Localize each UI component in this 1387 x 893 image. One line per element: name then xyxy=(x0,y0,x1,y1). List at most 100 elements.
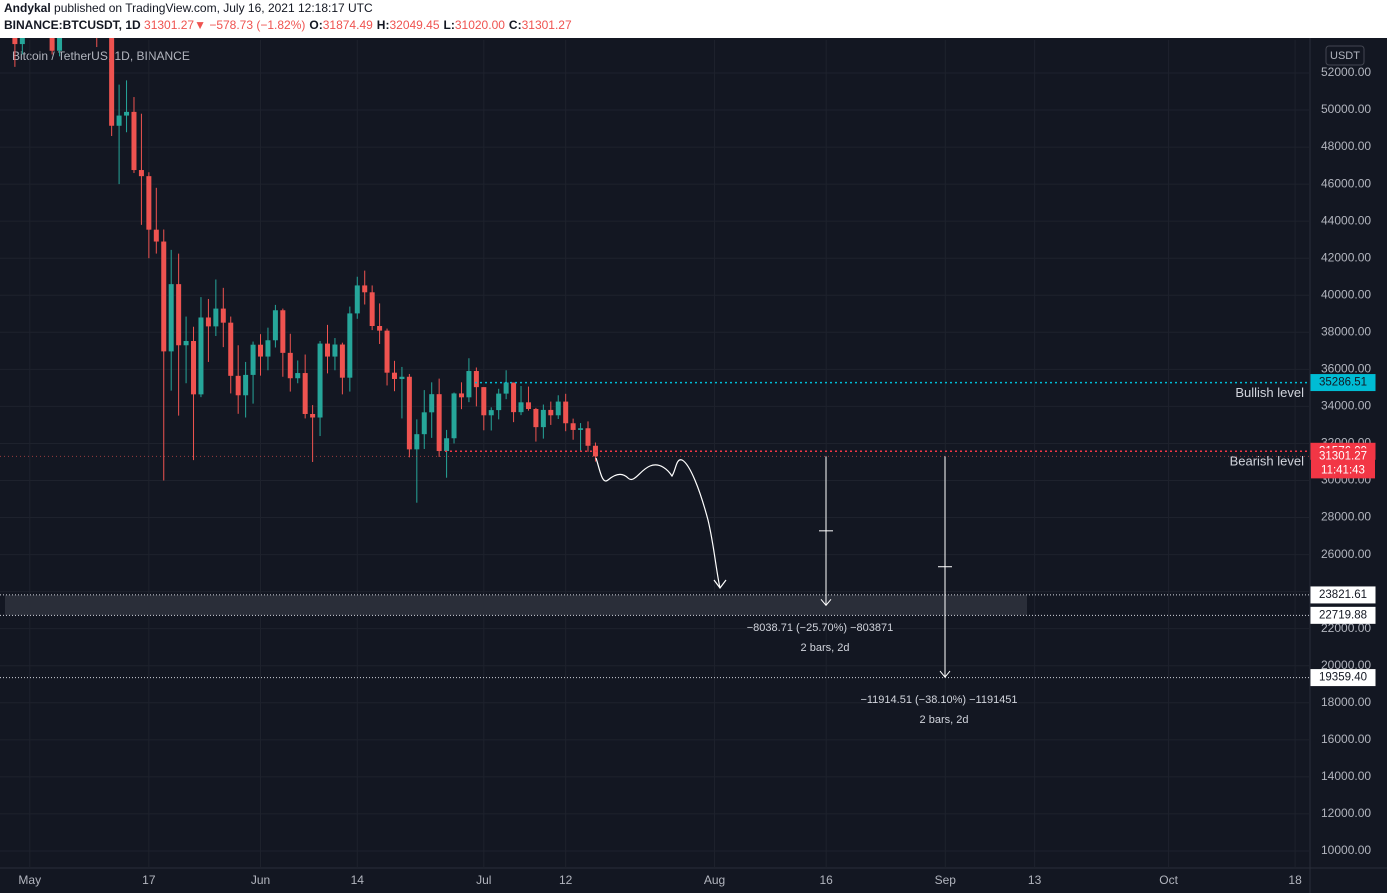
candle-body xyxy=(347,313,353,378)
candle-body xyxy=(481,387,487,416)
x-tick-label: Sep xyxy=(935,873,957,887)
measure-label: −11914.51 (−38.10%) −1191451 xyxy=(860,694,1017,706)
candle-body xyxy=(503,382,509,394)
candle-body xyxy=(280,310,286,353)
countdown: 11:41:43 xyxy=(1321,464,1365,476)
header-bar xyxy=(0,0,1387,38)
candle-body xyxy=(555,401,561,416)
price-tag-label: 35286.51 xyxy=(1319,377,1367,389)
price-tag-label: 19359.40 xyxy=(1319,672,1367,684)
candle-body xyxy=(578,428,584,430)
candle-body xyxy=(205,317,211,327)
candle-body xyxy=(235,375,241,396)
candle-body xyxy=(153,229,159,242)
candle-body xyxy=(124,111,130,116)
candle-body xyxy=(250,344,256,375)
published: published on TradingView.com, July 16, 2… xyxy=(54,1,373,15)
candle-body xyxy=(354,285,360,314)
price-tag xyxy=(1310,374,1376,392)
ohlc-value: 31874.49 xyxy=(323,18,373,32)
candle-body xyxy=(168,284,174,352)
candle-body xyxy=(228,322,234,376)
candle-body xyxy=(421,412,427,435)
candle-body xyxy=(213,308,219,327)
ohlc-value: 31020.00 xyxy=(455,18,505,32)
arrow: ▼ xyxy=(194,18,206,32)
price-tag xyxy=(1310,586,1376,604)
header-line: Andykal published on TradingView.com, Ju… xyxy=(4,1,373,15)
candle-body xyxy=(131,111,137,171)
candle-body xyxy=(406,376,412,450)
x-tick-label: 17 xyxy=(142,873,156,887)
price: 31301.27 xyxy=(144,18,194,32)
candle-body xyxy=(369,292,375,327)
y-tick-label: 34000.00 xyxy=(1321,399,1371,413)
candle-body xyxy=(243,374,249,396)
ohlc-value: 31301.27 xyxy=(522,18,572,32)
candle-body xyxy=(496,393,502,411)
y-tick-label: 44000.00 xyxy=(1321,213,1371,227)
currency-box xyxy=(1325,45,1365,66)
candle-body xyxy=(414,434,420,450)
x-tick-label: 16 xyxy=(820,873,834,887)
candle-body xyxy=(377,326,383,331)
y-tick-label: 10000.00 xyxy=(1321,843,1371,857)
x-tick-label: Oct xyxy=(1159,873,1178,887)
candle-body xyxy=(458,393,464,398)
candle-body xyxy=(436,394,442,452)
x-tick-label: 14 xyxy=(351,873,365,887)
measure-bars: 2 bars, 2d xyxy=(920,714,969,726)
level-name: Bearish level xyxy=(1230,454,1305,469)
candle-body xyxy=(12,38,18,45)
x-tick-label: 12 xyxy=(559,873,573,887)
price-tag xyxy=(1310,606,1376,624)
price-tag xyxy=(1310,669,1376,687)
candle-body xyxy=(332,344,338,357)
candle-body xyxy=(466,371,472,398)
drawn-path xyxy=(595,457,727,589)
x-tick-label: 18 xyxy=(1288,873,1302,887)
currency: USDT xyxy=(1330,50,1360,62)
candle-body xyxy=(176,284,182,346)
candle-body xyxy=(138,170,144,177)
candle-body xyxy=(295,373,301,379)
y-tick-label: 18000.00 xyxy=(1321,695,1371,709)
header-symbol-line: BINANCE:BTCUSDT, 1D 31301.27▼ −578.73 (−… xyxy=(4,18,572,32)
symbol: BINANCE:BTCUSDT, 1D xyxy=(4,18,141,32)
candle-body xyxy=(116,115,122,126)
y-tick-label: 42000.00 xyxy=(1321,250,1371,264)
candle-body xyxy=(302,373,308,414)
candle-body xyxy=(161,241,167,352)
candle-body xyxy=(317,343,323,418)
candle-body xyxy=(511,382,517,413)
candle-body xyxy=(429,394,435,413)
y-tick-label: 12000.00 xyxy=(1321,806,1371,820)
x-tick-label: Jul xyxy=(476,873,491,887)
candle-body xyxy=(339,344,345,378)
candle-body xyxy=(109,38,115,126)
ohlc-value: 32049.45 xyxy=(389,18,439,32)
candle-body xyxy=(525,402,531,409)
change: −578.73 (−1.82%) xyxy=(209,18,305,32)
y-tick-label: 46000.00 xyxy=(1321,176,1371,190)
candle-body xyxy=(444,438,450,452)
candle-body xyxy=(258,344,264,357)
y-tick-label: 38000.00 xyxy=(1321,324,1371,338)
ohlc-label: O: xyxy=(309,18,322,32)
candle-body xyxy=(57,38,63,51)
x-tick-label: May xyxy=(18,873,41,887)
y-tick-label: 28000.00 xyxy=(1321,510,1371,524)
candle-body xyxy=(272,310,278,341)
last-price-label: 31301.27 xyxy=(1319,450,1367,462)
candle-body xyxy=(310,413,316,418)
candle-body xyxy=(325,343,330,357)
candle-body xyxy=(220,308,226,323)
y-tick-label: 40000.00 xyxy=(1321,287,1371,301)
candle-body xyxy=(570,423,576,430)
x-tick-label: 13 xyxy=(1028,873,1042,887)
candle-body xyxy=(191,341,197,395)
candle-body xyxy=(518,402,524,413)
candle-body xyxy=(391,372,397,379)
